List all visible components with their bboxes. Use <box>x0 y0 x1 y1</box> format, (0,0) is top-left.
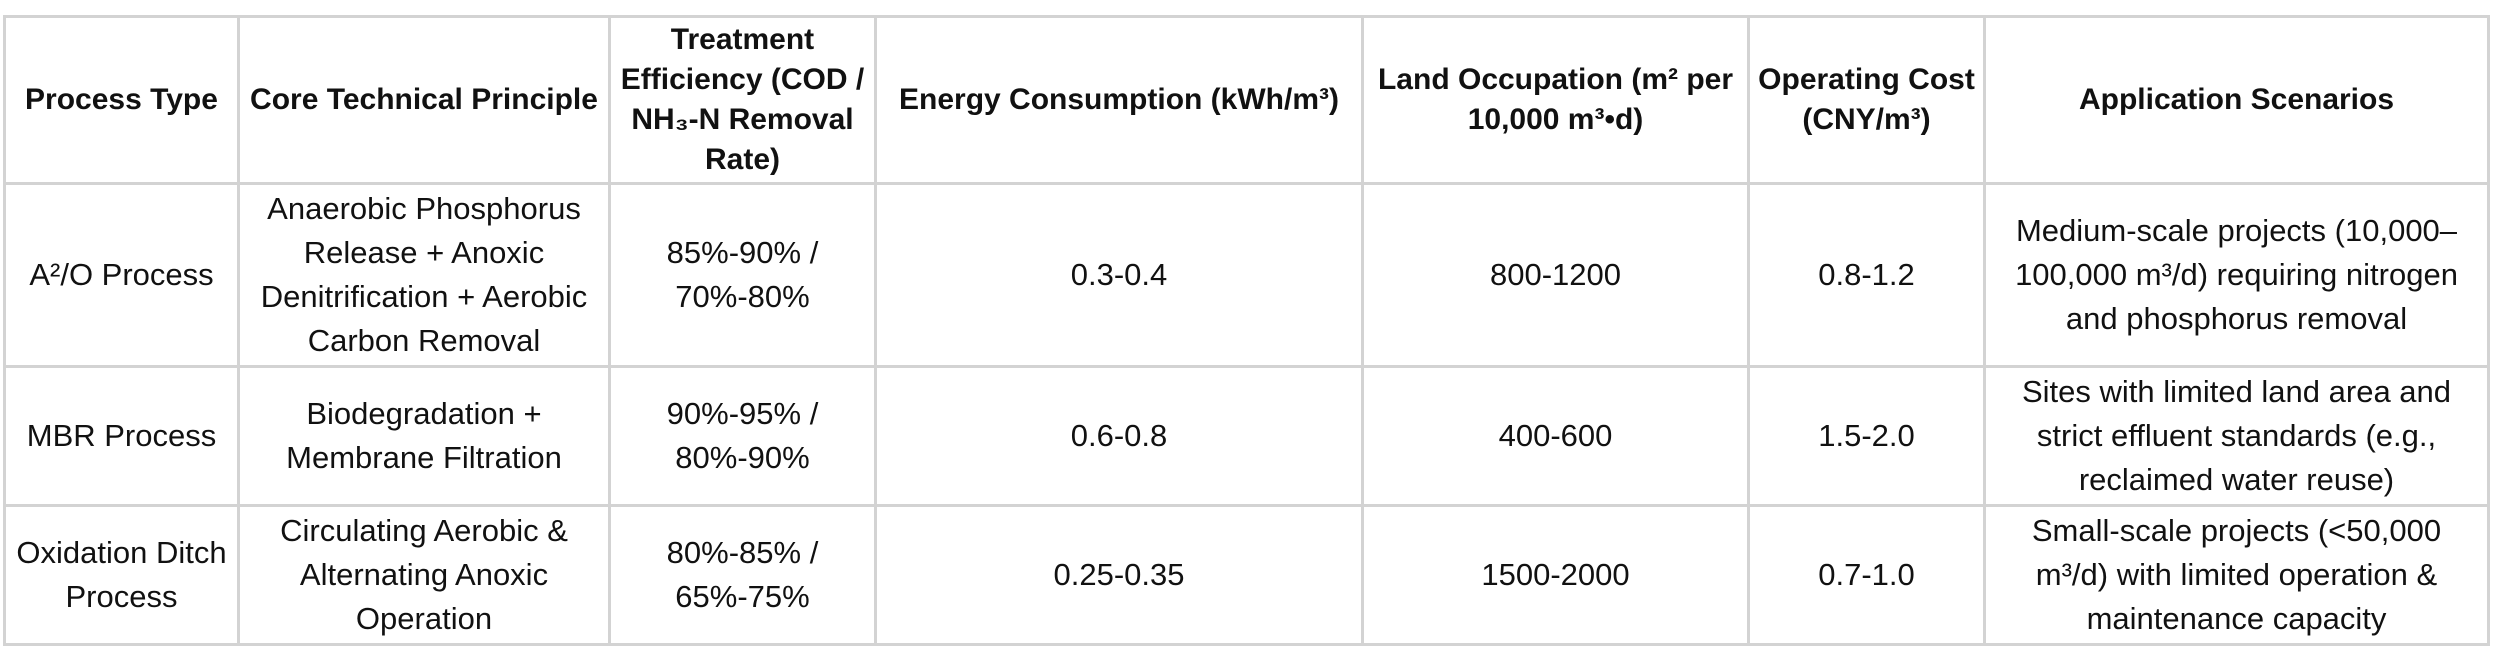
table-row: MBR Process Biodegradation + Membrane Fi… <box>3 365 2490 507</box>
cell-core-principle: Biodegradation + Membrane Filtration <box>237 365 611 507</box>
header-land-occupation: Land Occupation (m² per 10,000 m³•d) <box>1361 15 1750 185</box>
header-row: Process Type Core Technical Principle Tr… <box>3 15 2490 185</box>
cell-application-scenarios: Sites with limited land area and strict … <box>1983 365 2490 507</box>
cell-application-scenarios: Small-scale projects (<50,000 m³/d) with… <box>1983 504 2490 646</box>
cell-application-scenarios: Medium-scale projects (10,000–100,000 m³… <box>1983 182 2490 368</box>
cell-operating-cost: 0.7-1.0 <box>1747 504 1986 646</box>
cell-core-principle: Anaerobic Phosphorus Release + Anoxic De… <box>237 182 611 368</box>
cell-energy-consumption: 0.6-0.8 <box>874 365 1364 507</box>
header-process-type: Process Type <box>3 15 240 185</box>
process-comparison-table: Process Type Core Technical Principle Tr… <box>3 15 2490 646</box>
header-application-scenarios: Application Scenarios <box>1983 15 2490 185</box>
cell-treatment-efficiency: 85%-90% / 70%-80% <box>608 182 877 368</box>
table-row: Oxidation Ditch Process Circulating Aero… <box>3 504 2490 646</box>
cell-land-occupation: 800-1200 <box>1361 182 1750 368</box>
cell-treatment-efficiency: 90%-95% / 80%-90% <box>608 365 877 507</box>
cell-operating-cost: 1.5-2.0 <box>1747 365 1986 507</box>
cell-energy-consumption: 0.3-0.4 <box>874 182 1364 368</box>
cell-energy-consumption: 0.25-0.35 <box>874 504 1364 646</box>
cell-land-occupation: 400-600 <box>1361 365 1750 507</box>
cell-process-type: A²/O Process <box>3 182 240 368</box>
cell-process-type: Oxidation Ditch Process <box>3 504 240 646</box>
header-energy-consumption: Energy Consumption (kWh/m³) <box>874 15 1364 185</box>
header-core-technical-principle: Core Technical Principle <box>237 15 611 185</box>
cell-treatment-efficiency: 80%-85% / 65%-75% <box>608 504 877 646</box>
cell-process-type: MBR Process <box>3 365 240 507</box>
cell-core-principle: Circulating Aerobic & Alternating Anoxic… <box>237 504 611 646</box>
header-operating-cost: Operating Cost (CNY/m³) <box>1747 15 1986 185</box>
comparison-table-container: Process Type Core Technical Principle Tr… <box>3 15 2490 646</box>
table-row: A²/O Process Anaerobic Phosphorus Releas… <box>3 182 2490 368</box>
cell-land-occupation: 1500-2000 <box>1361 504 1750 646</box>
cell-operating-cost: 0.8-1.2 <box>1747 182 1986 368</box>
header-treatment-efficiency: Treatment Efficiency (COD / NH₃-N Remova… <box>608 15 877 185</box>
